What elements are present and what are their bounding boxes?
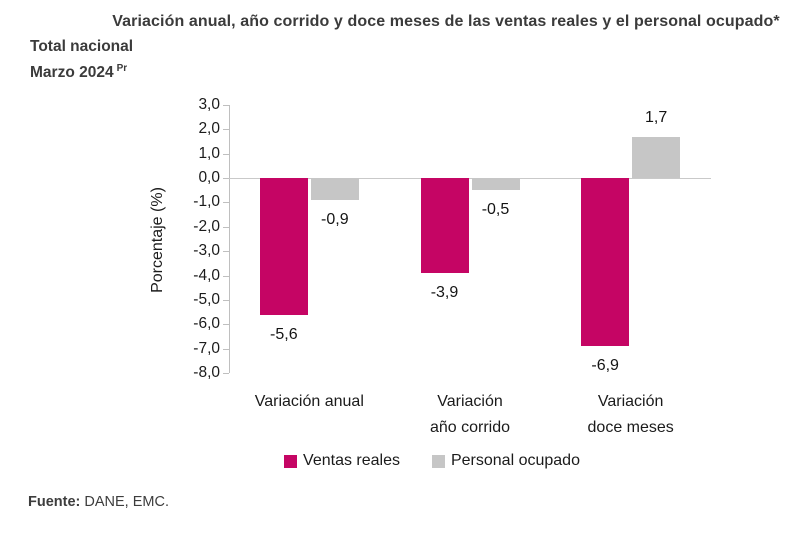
legend-item-ventas-reales: Ventas reales	[284, 452, 400, 470]
y-tick-label: -1,0	[193, 193, 220, 211]
y-tick-mark	[223, 202, 229, 204]
y-tick-label: 2,0	[198, 120, 220, 138]
x-category-line: Variación	[597, 393, 664, 410]
bar-value-label-personal-ocupado-1: -0,5	[481, 201, 510, 219]
x-category-label-1: Variación año corrido	[375, 389, 565, 441]
y-tick-label: 1,0	[198, 144, 220, 162]
source-label: Fuente:	[28, 494, 81, 510]
source-note: Fuente: DANE, EMC.	[28, 494, 169, 510]
bar-ventas-reales-2	[581, 178, 630, 347]
legend-color-swatch-personal-ocupado	[431, 454, 445, 468]
bar-personal-ocupado-2	[632, 136, 681, 179]
x-category-label-0: Variación anual	[214, 389, 404, 415]
subtitle-period: Marzo 2024 Pr	[30, 58, 133, 84]
bar-personal-ocupado-1	[471, 178, 520, 191]
y-tick-mark	[223, 299, 229, 301]
legend-color-swatch-ventas-reales	[284, 454, 298, 468]
legend-label-ventas-reales: Ventas reales	[303, 452, 400, 469]
y-tick-label: 3,0	[198, 96, 220, 113]
bar-value-label-personal-ocupado-2: 1,7	[645, 108, 668, 126]
x-category-line: doce meses	[587, 419, 674, 436]
legend-item-personal-ocupado: Personal ocupado	[431, 452, 580, 470]
y-tick-mark	[223, 129, 229, 131]
x-category-line: Variación anual	[254, 393, 364, 410]
y-tick-mark	[223, 348, 229, 350]
zero-baseline	[229, 178, 711, 180]
y-tick-label: -7,0	[193, 339, 220, 357]
x-category-label-2: Variación doce meses	[536, 389, 726, 441]
bar-value-label-ventas-reales-2: -6,9	[591, 357, 619, 375]
chart-subtitle: Total nacional Marzo 2024 Pr	[30, 36, 133, 84]
y-tick-label: 0,0	[198, 169, 220, 187]
y-tick-label: -8,0	[193, 364, 220, 381]
y-tick-label: -3,0	[193, 242, 220, 260]
subtitle-scope: Total nacional	[30, 38, 134, 55]
bar-ventas-reales-0	[259, 178, 308, 315]
y-tick-label: -6,0	[193, 315, 220, 333]
y-tick-mark	[223, 226, 229, 228]
y-tick-mark	[223, 251, 229, 253]
y-tick-mark	[223, 178, 229, 180]
y-tick-mark	[223, 105, 229, 106]
bar-value-label-ventas-reales-0: -5,6	[270, 325, 298, 343]
subtitle-period-text: Marzo 2024	[30, 64, 114, 82]
y-axis-line	[229, 105, 230, 373]
bar-personal-ocupado-0	[310, 178, 359, 200]
y-tick-label: -2,0	[193, 217, 220, 235]
y-tick-mark	[223, 275, 229, 277]
legend-label-personal-ocupado: Personal ocupado	[450, 452, 580, 469]
x-category-line: Variación	[437, 393, 503, 410]
bar-ventas-reales-1	[420, 178, 469, 274]
y-tick-label: -5,0	[193, 290, 220, 308]
chart-title: Variación anual, año corrido y doce mese…	[112, 13, 780, 30]
y-tick-mark	[223, 153, 229, 155]
y-tick-mark	[223, 324, 229, 326]
y-tick-label: -4,0	[193, 266, 220, 284]
bar-value-label-ventas-reales-1: -3,9	[430, 284, 459, 302]
y-tick-mark	[223, 373, 229, 374]
preliminary-mark: Pr	[116, 63, 128, 74]
source-text: DANE, EMC.	[80, 494, 169, 510]
bar-value-label-personal-ocupado-0: -0,9	[321, 211, 349, 229]
legend: Ventas reales Personal ocupado	[0, 452, 800, 470]
x-category-line: año corrido	[429, 419, 511, 436]
